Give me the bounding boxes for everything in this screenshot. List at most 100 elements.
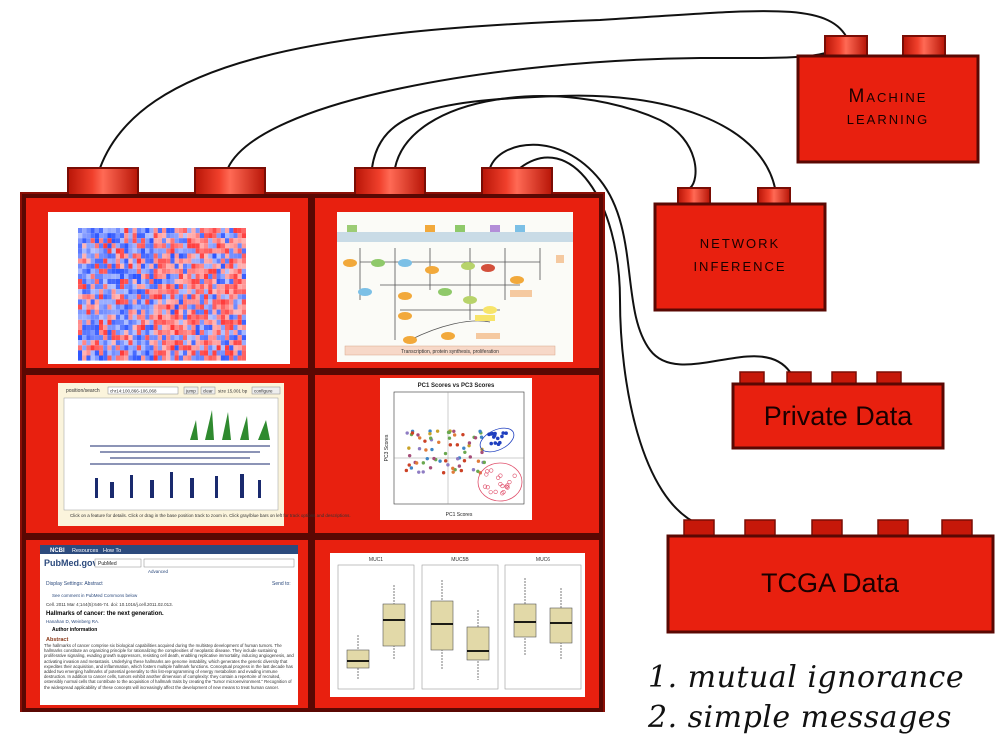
heatmap-cell — [99, 340, 104, 346]
gb-search-input[interactable] — [107, 386, 179, 395]
pubmed-resources[interactable]: Resources — [72, 548, 99, 554]
heatmap-cell — [103, 335, 108, 341]
heatmap-cell — [82, 340, 87, 346]
heatmap-cell — [128, 304, 133, 310]
heatmap-cell — [187, 345, 192, 351]
heatmap-cell — [241, 340, 246, 346]
heatmap-cell — [216, 319, 221, 325]
heatmap-cell — [208, 248, 213, 254]
heatmap-cell — [195, 355, 200, 361]
heatmap-cell — [132, 273, 137, 279]
heatmap-cell — [82, 289, 87, 295]
heatmap-cell — [233, 294, 238, 300]
heatmap-cell — [99, 284, 104, 290]
heatmap-cell — [212, 233, 217, 239]
heatmap-cell — [204, 243, 209, 249]
heatmap-cell — [124, 284, 129, 290]
heatmap-cell — [241, 279, 246, 285]
pubmed-author-info[interactable]: Author information — [52, 627, 97, 633]
heatmap-cell — [229, 238, 234, 244]
heatmap-cell — [225, 340, 230, 346]
heatmap-cell — [157, 324, 162, 330]
heatmap-cell — [111, 263, 116, 269]
heatmap-cell — [195, 345, 200, 351]
heatmap-cell — [153, 238, 158, 244]
heatmap-cell — [94, 273, 99, 279]
brick-tcga-data: TCGA Data — [666, 519, 995, 634]
heatmap-cell — [183, 289, 188, 295]
heatmap-cell — [107, 228, 112, 234]
heatmap-cell — [115, 299, 120, 305]
heatmap-cell — [233, 284, 238, 290]
pubmed-howto[interactable]: How To — [103, 548, 121, 554]
heatmap-cell — [229, 309, 234, 315]
heatmap-cell — [187, 273, 192, 279]
heatmap-cell — [111, 253, 116, 259]
pubmed-display-settings[interactable]: Display Settings: Abstract — [46, 581, 103, 587]
heatmap-cell — [136, 238, 141, 244]
heatmap-cell — [170, 228, 175, 234]
heatmap-cell — [149, 355, 154, 361]
pca-point — [507, 479, 512, 485]
pubmed-authors[interactable]: Hanahan D, Weinberg RA. — [46, 619, 99, 624]
heatmap-cell — [124, 319, 129, 325]
pubmed-advanced[interactable]: Advanced — [148, 569, 169, 574]
pubmed-db-select[interactable] — [94, 558, 142, 568]
gb-jump-button[interactable] — [183, 386, 199, 395]
heatmap-cell — [170, 253, 175, 259]
pubmed-logo[interactable]: PubMed.gov — [44, 558, 98, 568]
pubmed-send-to[interactable]: Send to: — [272, 581, 291, 587]
heatmap-cell — [78, 243, 83, 249]
heatmap-cell — [220, 253, 225, 259]
heatmap-cell — [103, 228, 108, 234]
heatmap-cell — [178, 258, 183, 264]
pubmed-comment-link[interactable]: See comment in PubMed Commons below — [52, 593, 138, 598]
heatmap-cell — [136, 350, 141, 356]
heatmap-cell — [199, 340, 204, 346]
heatmap-cell — [132, 335, 137, 341]
heatmap-cell — [103, 294, 108, 300]
heatmap-cell — [166, 314, 171, 320]
heatmap-cell — [136, 253, 141, 259]
heatmap-cell — [86, 273, 91, 279]
heatmap-cell — [90, 243, 95, 249]
heatmap-cell — [204, 294, 209, 300]
heatmap-cell — [233, 243, 238, 249]
heatmap-cell — [94, 355, 99, 361]
heatmap-cell — [183, 258, 188, 264]
gb-configure-button[interactable] — [251, 386, 281, 395]
pubmed-search-input[interactable] — [143, 558, 295, 568]
heatmap-cell — [107, 243, 112, 249]
heatmap-cell — [107, 263, 112, 269]
heatmap-cell — [204, 309, 209, 315]
heatmap-cell — [216, 345, 221, 351]
heatmap-cell — [237, 289, 242, 295]
pca-point — [480, 450, 484, 455]
gb-clear-button[interactable] — [200, 386, 216, 395]
heatmap-cell — [115, 238, 120, 244]
heatmap-cell — [229, 314, 234, 320]
heatmap-cell — [103, 263, 108, 269]
heatmap-cell — [94, 289, 99, 295]
heatmap-cell — [191, 304, 196, 310]
pca-point — [476, 459, 481, 463]
heatmap-cell — [216, 309, 221, 315]
heatmap-cell — [212, 345, 217, 351]
heatmap-cell — [141, 289, 146, 295]
heatmap-cell — [195, 228, 200, 234]
heatmap-cell — [107, 238, 112, 244]
heatmap-cell — [220, 340, 225, 346]
heatmap-cell — [153, 228, 158, 234]
heatmap-cell — [191, 324, 196, 330]
heatmap-cell — [136, 279, 141, 285]
heatmap-cell — [195, 294, 200, 300]
heatmap-cell — [191, 299, 196, 305]
heatmap-cell — [178, 268, 183, 274]
heatmap-cell — [212, 253, 217, 259]
heatmap-cell — [86, 324, 91, 330]
heatmap-cell — [90, 330, 95, 336]
heatmap-cell — [166, 248, 171, 254]
heatmap-cell — [111, 309, 116, 315]
heatmap-cell — [225, 350, 230, 356]
heatmap-cell — [86, 299, 91, 305]
